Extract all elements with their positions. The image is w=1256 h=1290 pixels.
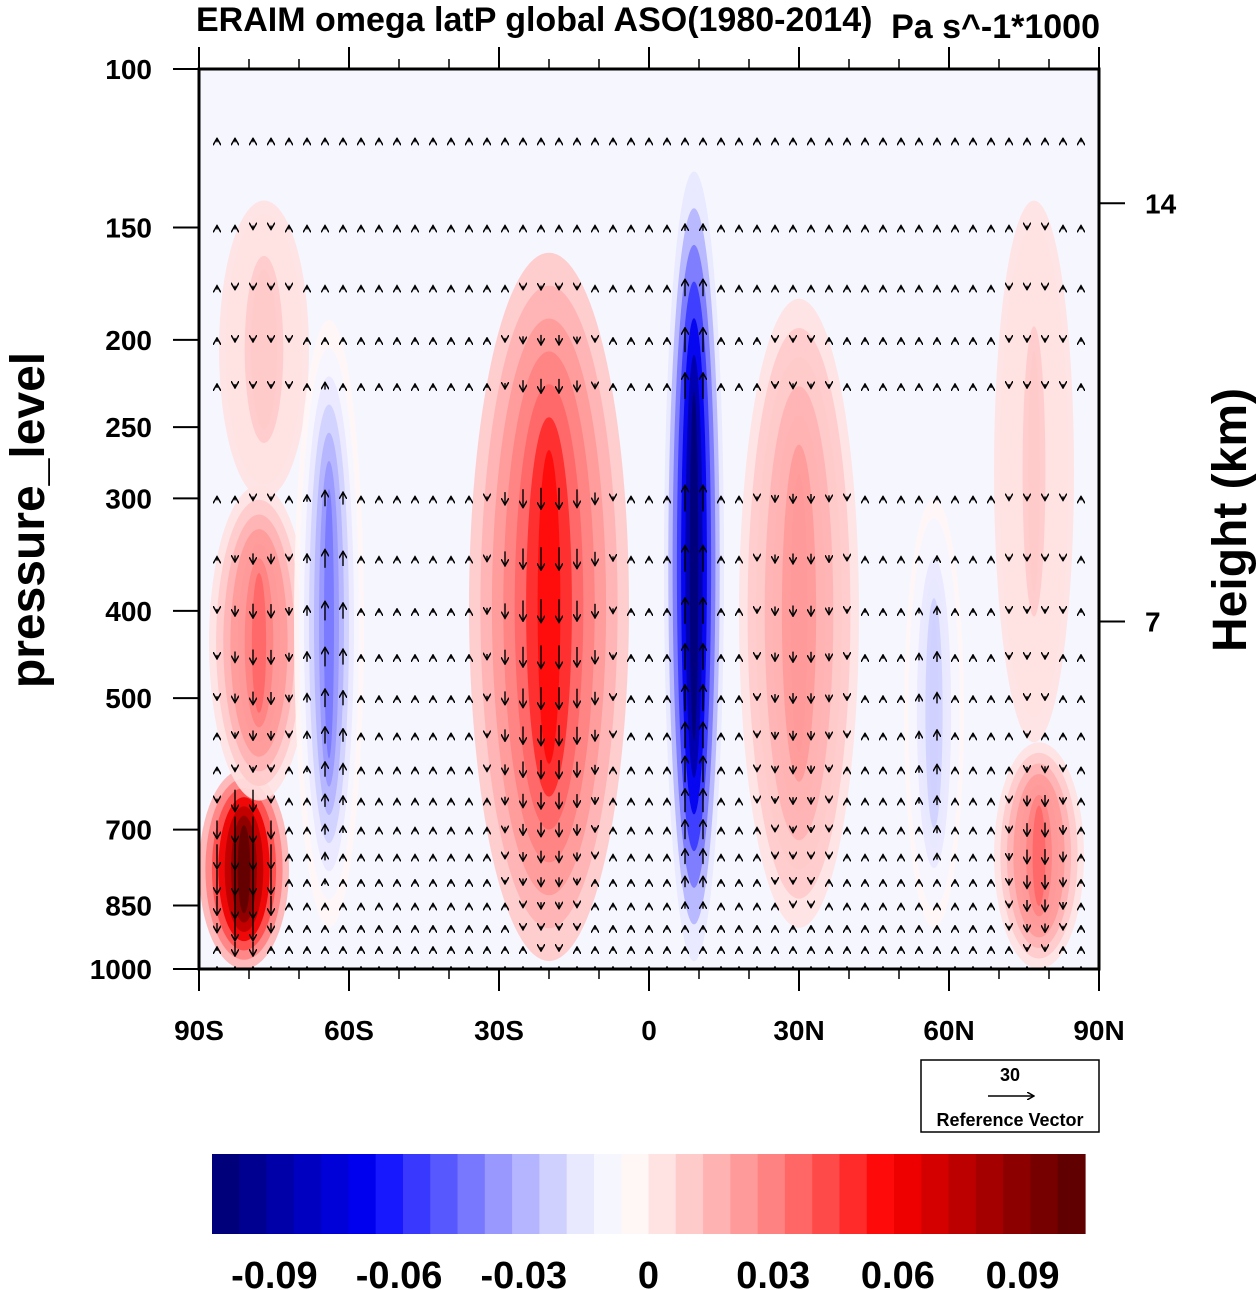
colorbar-swatch (1030, 1154, 1059, 1234)
chart-title: ERAIM omega latP global ASO(1980-2014) (196, 1, 872, 39)
contour-level-0-6 (237, 824, 251, 914)
colorbar-label: -0.09 (231, 1255, 318, 1290)
right-tick-label: 14 (1145, 188, 1177, 219)
colorbar-swatch (812, 1154, 841, 1234)
plot-area (199, 69, 1099, 969)
colorbar-swatch (566, 1154, 595, 1234)
x-tick-label: 60S (324, 1015, 374, 1046)
colorbar-swatch (1057, 1154, 1086, 1234)
colorbar-swatch (539, 1154, 568, 1234)
colorbar-swatch (484, 1154, 513, 1234)
colorbar-swatch (348, 1154, 377, 1234)
colorbar-swatch (1003, 1154, 1032, 1234)
colorbar-swatch (266, 1154, 295, 1234)
x-tick-label: 30S (474, 1015, 524, 1046)
x-tick-label: 0 (641, 1015, 657, 1046)
colorbar-swatch (402, 1154, 431, 1234)
colorbar-swatch (430, 1154, 459, 1234)
colorbar-swatch (593, 1154, 622, 1234)
colorbar-swatch (239, 1154, 268, 1234)
colorbar-swatch (321, 1154, 350, 1234)
reference-vector-value: 30 (1000, 1065, 1020, 1085)
colorbar-label: 0.06 (861, 1255, 935, 1290)
colorbar-swatch (757, 1154, 786, 1234)
vector-field (217, 138, 1081, 969)
y-tick-label: 700 (105, 815, 152, 846)
colorbar-swatch (621, 1154, 650, 1234)
y-axis: 100 150 200 250 300 400 500 700 850 1000 (90, 54, 199, 985)
contour-level-7-6 (929, 618, 939, 809)
colorbar-swatch (457, 1154, 486, 1234)
colorbar-swatch (948, 1154, 977, 1234)
x-tick-label: 90N (1073, 1015, 1124, 1046)
x-axis: 90S 60S 30S 0 30N 60N 90N (174, 47, 1125, 1046)
contour-level-6-6 (790, 473, 808, 753)
y-tick-label: 150 (105, 212, 152, 243)
reference-vector-box: 30 Reference Vector (920, 1059, 1100, 1133)
colorbar-label: 0 (638, 1255, 659, 1290)
colorbar-swatch (839, 1154, 868, 1234)
colorbar-swatch (212, 1154, 240, 1234)
contour-level-4-6 (537, 450, 561, 764)
right-axis: 14 7 (1099, 188, 1177, 637)
colorbar-swatch (975, 1154, 1004, 1234)
x-tick-label: 30N (773, 1015, 824, 1046)
y-tick-label: 100 (105, 54, 152, 85)
colorbar-swatch (675, 1154, 704, 1234)
y-tick-label: 500 (105, 683, 152, 714)
colorbar-swatch (293, 1154, 322, 1234)
colorbar-swatch (894, 1154, 922, 1234)
colorbar-swatch (703, 1154, 731, 1234)
colorbar (212, 1154, 1086, 1234)
colorbar-label: -0.03 (480, 1255, 567, 1290)
contour-level-2-6 (257, 283, 271, 416)
colorbar-swatch (375, 1154, 404, 1234)
contour-level-1-6 (251, 572, 267, 713)
colorbar-label: 0.03 (736, 1255, 810, 1290)
colorbar-swatch (866, 1154, 895, 1234)
colorbar-swatch (512, 1154, 540, 1234)
x-tick-label: 60N (923, 1015, 974, 1046)
reference-vector-label: Reference Vector (936, 1110, 1083, 1130)
contour-level-9-6 (1028, 351, 1040, 592)
contour-level-8-6 (1032, 805, 1046, 906)
colorbar-label: -0.06 (356, 1255, 443, 1290)
x-tick-label: 90S (174, 1015, 224, 1046)
colorbar-label: 0.09 (986, 1255, 1060, 1290)
y-tick-label: 850 (105, 890, 152, 921)
y-tick-label: 1000 (90, 954, 152, 985)
right-tick-label: 7 (1145, 606, 1161, 637)
y-tick-label: 400 (105, 596, 152, 627)
y-tick-label: 300 (105, 483, 152, 514)
colorbar-swatch (921, 1154, 950, 1234)
right-axis-title: Height (km) (1204, 388, 1256, 652)
contour-level-5-6 (689, 391, 699, 742)
y-tick-label: 250 (105, 412, 152, 443)
contour-level-3-6 (324, 489, 334, 759)
colorbar-swatch (648, 1154, 677, 1234)
colorbar-labels: -0.09 -0.06 -0.03 0 0.03 0.06 0.09 (231, 1255, 1059, 1290)
units-label: Pa s^-1*1000 (891, 8, 1100, 46)
y-axis-title: pressure_level (2, 352, 55, 688)
colorbar-swatch (784, 1154, 813, 1234)
y-tick-label: 200 (105, 325, 152, 356)
colorbar-swatch (730, 1154, 759, 1234)
